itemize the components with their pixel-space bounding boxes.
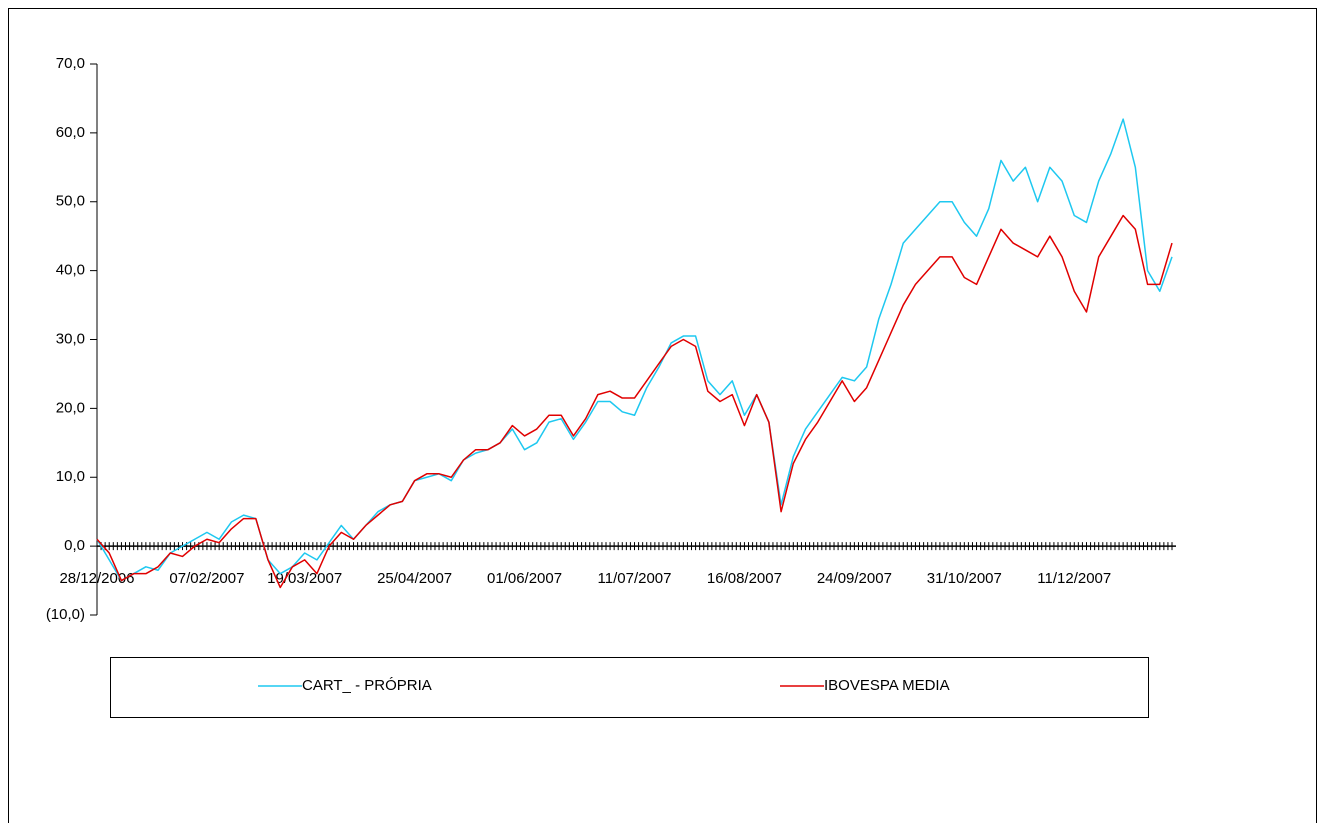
x-tick-label: 19/03/2007 [267,570,342,587]
y-tick-label: 70,0 [56,55,85,72]
y-tick-label: (10,0) [46,606,85,623]
x-tick-label: 31/10/2007 [927,570,1002,587]
legend-box [110,657,1149,718]
x-tick-label: 07/02/2007 [169,570,244,587]
y-tick-label: 40,0 [56,262,85,279]
y-tick-label: 30,0 [56,330,85,347]
y-tick-label: 60,0 [56,124,85,141]
y-tick-label: 10,0 [56,468,85,485]
legend-label: CART_ - PRÓPRIA [302,677,432,694]
legend-label: IBOVESPA MEDIA [824,677,950,694]
x-tick-label: 01/06/2007 [487,570,562,587]
y-tick-label: 20,0 [56,399,85,416]
x-tick-label: 16/08/2007 [707,570,782,587]
series-line [96,214,1173,589]
x-tick-label: 11/12/2007 [1037,570,1111,587]
x-tick-label: 28/12/2006 [59,570,134,587]
y-tick-label: 50,0 [56,193,85,210]
y-tick-label: 0,0 [64,537,85,554]
x-tick-label: 24/09/2007 [817,570,892,587]
series-line [96,118,1173,582]
x-tick-label: 25/04/2007 [377,570,452,587]
x-tick-label: 11/07/2007 [598,570,672,587]
